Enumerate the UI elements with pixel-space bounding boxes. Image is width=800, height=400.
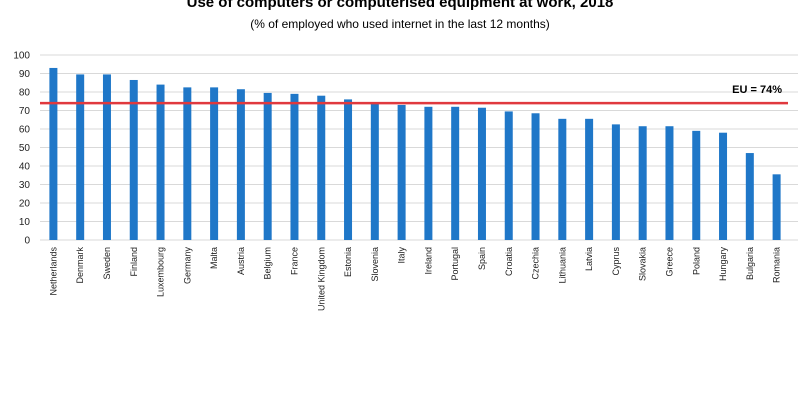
x-tick-label: Czechia [531, 247, 541, 280]
bar-italy [397, 104, 406, 240]
chart-subtitle: (% of employed who used internet in the … [250, 17, 550, 31]
y-tick-label: 60 [19, 125, 31, 136]
x-tick-label: Hungary [718, 247, 728, 282]
x-tick-label: Luxembourg [156, 247, 166, 297]
y-tick-label: 100 [13, 51, 30, 62]
bar-denmark [76, 74, 85, 240]
bar-united-kingdom [317, 95, 326, 240]
x-tick-label: Croatia [504, 247, 514, 276]
bar-belgium [263, 92, 272, 240]
bar-sweden [102, 74, 111, 240]
x-axis-labels: Netherlands Denmark Sweden Finland Luxembour… [48, 247, 781, 312]
chart-title: Use of computers or computerised equipme… [186, 0, 614, 11]
x-tick-label: Latvia [584, 247, 594, 271]
x-tick-label: Greece [664, 247, 674, 277]
bar-romania [772, 174, 781, 240]
x-tick-label: Poland [691, 247, 701, 275]
x-tick-label: Finland [129, 247, 139, 277]
y-tick-label: 10 [19, 217, 31, 228]
reference-line-group: EU = 74% [40, 84, 788, 105]
bar-slovakia [638, 126, 647, 240]
bar-netherlands [49, 67, 58, 240]
x-tick-label: Lithuania [557, 247, 567, 284]
bar-malta [210, 87, 219, 240]
x-tick-label: Slovenia [370, 247, 380, 282]
bar-cyprus [611, 124, 620, 240]
bar-bulgaria [745, 153, 754, 240]
x-tick-label: Portugal [450, 247, 460, 281]
x-tick-label: Romania [772, 247, 782, 283]
x-tick-label: Denmark [75, 247, 85, 284]
y-tick-label: 70 [19, 106, 31, 117]
x-tick-label: Estonia [343, 247, 353, 277]
bar-greece [665, 126, 674, 240]
bar-croatia [504, 111, 513, 240]
y-tick-label: 50 [19, 143, 31, 154]
bar-slovenia [370, 103, 379, 240]
y-tick-label: 30 [19, 180, 31, 191]
bar-latvia [585, 118, 594, 240]
y-tick-label: 80 [19, 88, 31, 99]
bar-hungary [719, 132, 728, 240]
x-tick-label: Bulgaria [745, 247, 755, 280]
x-tick-label: Belgium [263, 247, 273, 280]
x-tick-label: Ireland [423, 247, 433, 275]
x-tick-label: Austria [236, 247, 246, 275]
bar-luxembourg [156, 84, 165, 240]
bar-germany [183, 87, 192, 240]
x-tick-label: Malta [209, 247, 219, 269]
x-tick-label: United Kingdom [316, 247, 326, 311]
bars [49, 67, 781, 241]
x-tick-label: Italy [397, 247, 407, 264]
x-tick-label: Spain [477, 247, 487, 270]
bar-spain [477, 107, 486, 240]
x-tick-label: Germany [182, 247, 192, 285]
bar-poland [692, 130, 701, 240]
bar-portugal [451, 106, 460, 240]
bar-czechia [531, 113, 540, 240]
bar-estonia [344, 99, 353, 241]
y-tick-label: 0 [24, 236, 30, 247]
x-tick-label: France [289, 247, 299, 275]
bar-ireland [424, 106, 433, 240]
gridlines [40, 54, 798, 241]
y-tick-label: 20 [19, 199, 31, 210]
bar-lithuania [558, 118, 567, 240]
eu-average-label: EU = 74% [732, 84, 782, 96]
bar-finland [129, 79, 138, 240]
x-tick-label: Sweden [102, 247, 112, 280]
y-tick-label: 40 [19, 162, 31, 173]
x-tick-label: Slovakia [638, 247, 648, 281]
y-tick-label: 90 [19, 69, 31, 80]
x-tick-label: Cyprus [611, 247, 621, 276]
y-axis: 0 10 20 30 40 50 60 70 80 90 100 [13, 51, 30, 247]
bar-austria [236, 89, 245, 240]
bar-france [290, 93, 299, 240]
x-tick-label: Netherlands [48, 247, 58, 296]
